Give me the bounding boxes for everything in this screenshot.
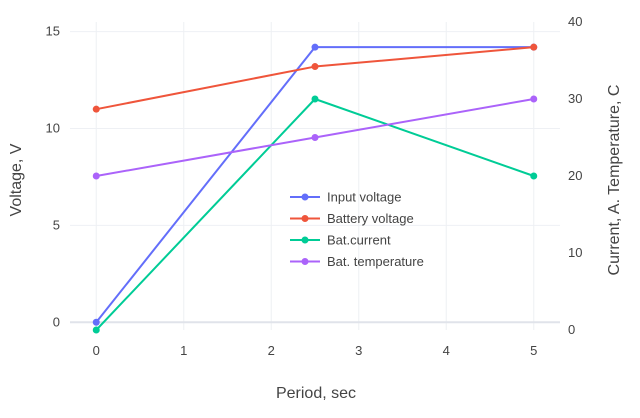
y-left-tick-label: 5 <box>53 217 60 232</box>
legend-item[interactable]: Bat.current <box>290 233 391 248</box>
y-right-tick-label: 30 <box>568 91 582 106</box>
data-point <box>530 172 538 180</box>
tick-labels: 0 1 2 3 4 5 0 5 10 15 0 10 20 30 40 <box>46 14 583 358</box>
data-point <box>311 63 319 71</box>
x-axis-title: Period, sec <box>276 385 356 402</box>
data-point <box>92 318 100 326</box>
x-tick-label: 3 <box>355 343 362 358</box>
legend-item[interactable]: Battery voltage <box>290 211 414 226</box>
legend-swatch-marker <box>301 193 309 201</box>
y-right-tick-label: 20 <box>568 168 582 183</box>
x-tick-label: 0 <box>93 343 100 358</box>
legend-item[interactable]: Input voltage <box>290 190 401 205</box>
y-right-tick-label: 0 <box>568 322 575 337</box>
data-point <box>92 326 100 334</box>
y-axis-left-title: Voltage, V <box>8 143 25 216</box>
data-point <box>530 43 538 51</box>
data-point <box>311 95 319 103</box>
y-left-tick-label: 0 <box>53 314 60 329</box>
legend-swatch-marker <box>301 215 309 222</box>
y-left-tick-label: 15 <box>46 24 60 39</box>
data-point <box>530 95 538 103</box>
data-point <box>311 134 319 141</box>
legend-label: Input voltage <box>327 190 401 205</box>
x-tick-label: 4 <box>443 343 450 358</box>
legend-label: Battery voltage <box>327 211 414 226</box>
x-tick-label: 2 <box>268 343 275 358</box>
legend-label: Bat.current <box>327 233 391 248</box>
series-line-0 <box>95 46 534 323</box>
legend-swatch-marker <box>301 258 309 265</box>
legend-swatch-marker <box>301 236 309 244</box>
legend-label: Bat. temperature <box>327 254 424 269</box>
legend-item[interactable]: Bat. temperature <box>290 254 424 269</box>
x-tick-label: 1 <box>180 343 187 358</box>
y-right-tick-label: 10 <box>568 245 582 260</box>
legend: Input voltage Battery voltage Bat.current B… <box>290 190 424 269</box>
y-right-tick-label: 40 <box>568 14 582 29</box>
y-left-tick-label: 10 <box>46 121 60 136</box>
data-point <box>311 43 319 51</box>
x-tick-label: 5 <box>530 343 537 358</box>
series-layer <box>92 43 538 334</box>
series-line-2 <box>95 98 535 331</box>
data-point <box>92 172 100 180</box>
data-point <box>92 105 100 113</box>
y-axis-right-title: Current, A. Temperature, C <box>606 85 623 276</box>
